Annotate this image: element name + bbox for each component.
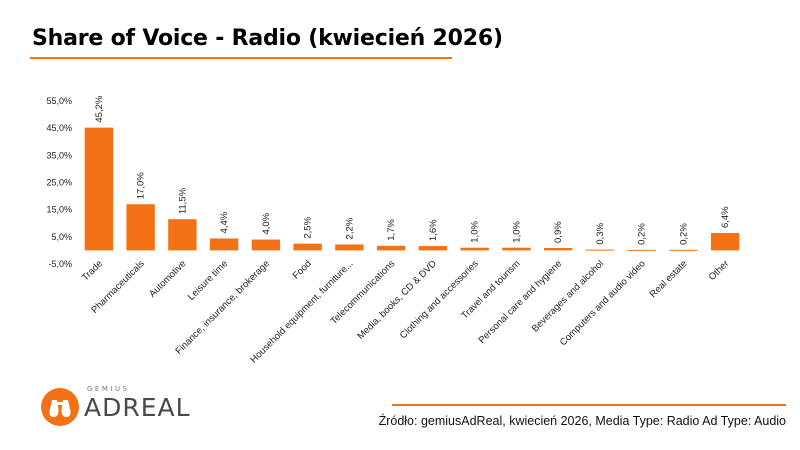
logo-main-text: ADREAL bbox=[84, 393, 191, 422]
source-note: Źródło: gemiusAdReal, kwiecień 2026, Med… bbox=[378, 414, 786, 428]
data-label: 1,7% bbox=[386, 219, 397, 241]
bar-labels: 45,2% 17,0% 11,5% 4,4% 4,0% 2,5% 2,2% 1,7% 1,6% 1… bbox=[94, 95, 731, 245]
title-underline bbox=[30, 57, 452, 59]
y-tick-label: 5,0% bbox=[51, 232, 72, 242]
data-label: 4,0% bbox=[261, 212, 272, 234]
bar bbox=[502, 247, 531, 251]
category-label: Computers and audio video bbox=[558, 258, 648, 348]
bar bbox=[460, 247, 489, 251]
gemius-adreal-logo: GEMIUS ADREAL bbox=[40, 385, 200, 435]
category-label: Media, books, CD & DVD bbox=[355, 258, 439, 342]
data-label: 6,4% bbox=[720, 206, 731, 228]
category-label: Trade bbox=[80, 258, 105, 283]
bar bbox=[627, 249, 656, 251]
data-label: 1,0% bbox=[511, 220, 522, 242]
page-title: Share of Voice - Radio (kwiecień 2026) bbox=[32, 26, 503, 51]
data-label: 2,5% bbox=[303, 216, 314, 238]
bar-chart: -5,0% 5,0% 15,0% 25,0% 35,0% 45,0% 55,0% 45,2%… bbox=[46, 95, 740, 365]
category-label: Leisure time bbox=[186, 258, 230, 302]
y-tick-label: 55,0% bbox=[46, 96, 72, 106]
category-label: Beverages and alcohol bbox=[530, 258, 606, 334]
source-divider bbox=[392, 404, 786, 406]
y-tick-label: 15,0% bbox=[46, 205, 72, 215]
y-tick-label: 45,0% bbox=[46, 123, 72, 133]
bar bbox=[376, 245, 406, 251]
data-label: 0,2% bbox=[678, 223, 689, 245]
data-label: 2,2% bbox=[344, 217, 355, 239]
y-tick-label: -5,0% bbox=[48, 259, 72, 269]
category-label: Clothing and accessories bbox=[398, 258, 481, 341]
y-axis: -5,0% 5,0% 15,0% 25,0% 35,0% 45,0% 55,0% bbox=[46, 96, 72, 269]
bar bbox=[710, 233, 740, 251]
data-label: 11,5% bbox=[177, 187, 188, 214]
bars bbox=[84, 127, 740, 251]
y-tick-label: 35,0% bbox=[46, 150, 72, 160]
bar bbox=[293, 243, 322, 251]
data-label: 45,2% bbox=[94, 95, 105, 122]
category-label: Automotive bbox=[147, 258, 188, 299]
bar bbox=[168, 219, 197, 251]
data-label: 17,0% bbox=[136, 172, 147, 199]
logo-mark-icon bbox=[41, 388, 79, 426]
data-label: 0,3% bbox=[595, 222, 606, 244]
bar bbox=[585, 249, 615, 251]
bar bbox=[669, 249, 698, 251]
logo-sub-text: GEMIUS bbox=[87, 385, 130, 393]
bar bbox=[84, 127, 114, 251]
data-label: 4,4% bbox=[219, 211, 230, 233]
data-label: 1,0% bbox=[470, 220, 481, 242]
bar bbox=[126, 204, 155, 251]
bar bbox=[418, 246, 448, 251]
y-tick-label: 25,0% bbox=[46, 178, 72, 188]
data-label: 1,6% bbox=[428, 219, 439, 241]
bar bbox=[251, 239, 281, 251]
category-label: Personal care and hygiene bbox=[477, 258, 565, 346]
category-label: Other bbox=[707, 258, 732, 283]
data-label: 0,2% bbox=[637, 223, 648, 245]
bar bbox=[335, 244, 364, 251]
category-label: Real estate bbox=[648, 258, 690, 300]
data-label: 0,9% bbox=[553, 221, 564, 243]
bar bbox=[209, 238, 239, 251]
category-label: Food bbox=[291, 258, 314, 281]
bar bbox=[543, 247, 573, 251]
